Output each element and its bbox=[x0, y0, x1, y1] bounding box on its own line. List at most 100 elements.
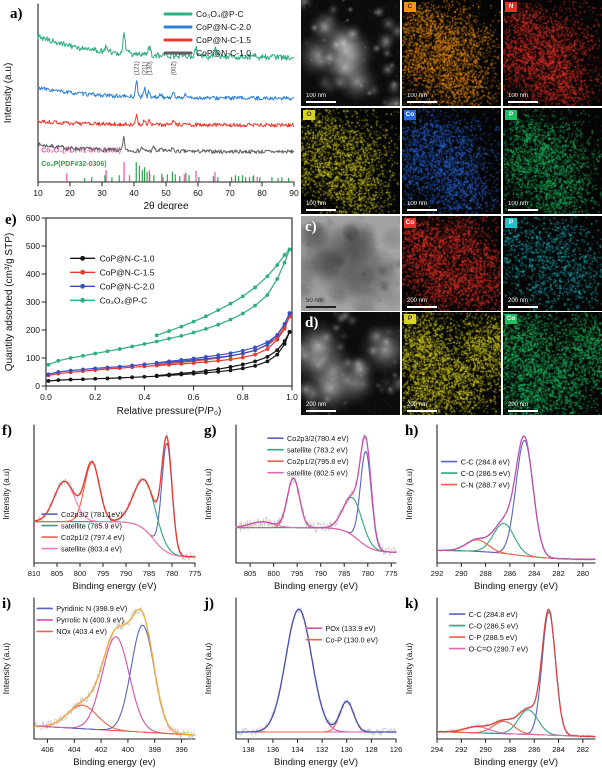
svg-text:805: 805 bbox=[51, 569, 64, 578]
svg-text:(002): (002) bbox=[171, 61, 177, 75]
scale-bar-text: 200 nm bbox=[407, 298, 428, 304]
svg-text:Intensity (a.u): Intensity (a.u) bbox=[3, 63, 14, 124]
svg-text:CoP@N-C-1.5: CoP@N-C-1.5 bbox=[100, 267, 155, 277]
scale-bar: 200 nm bbox=[508, 402, 538, 412]
svg-text:132: 132 bbox=[316, 745, 329, 754]
panel-label-h: h) bbox=[405, 423, 419, 439]
svg-text:C-O (286.5 eV): C-O (286.5 eV) bbox=[469, 621, 518, 630]
panel-label-c: c) bbox=[305, 219, 317, 235]
svg-text:20: 20 bbox=[65, 188, 75, 198]
svg-text:Binding energy (eV): Binding energy (eV) bbox=[274, 757, 358, 768]
svg-text:400: 400 bbox=[26, 269, 40, 279]
svg-text:Intensity (a.u): Intensity (a.u) bbox=[404, 643, 414, 695]
scale-bar: 100 nm bbox=[306, 201, 336, 211]
svg-text:Relative pressure(P/P₀): Relative pressure(P/P₀) bbox=[117, 406, 222, 417]
svg-text:398: 398 bbox=[148, 745, 161, 754]
svg-text:790: 790 bbox=[120, 569, 133, 578]
svg-text:Intensity (a.u): Intensity (a.u) bbox=[404, 468, 414, 520]
svg-text:Intensity (a.u): Intensity (a.u) bbox=[1, 468, 11, 520]
xps-p2p-chart-j: 138 136 134 132 130 128 126 Binding energy (eV)… bbox=[202, 593, 403, 769]
scale-bar-line bbox=[407, 306, 437, 308]
tem-canvas bbox=[301, 312, 400, 415]
scale-bar: 100 nm bbox=[306, 93, 336, 103]
svg-text:290: 290 bbox=[455, 569, 468, 578]
svg-text:Intensity (a.u): Intensity (a.u) bbox=[203, 643, 213, 695]
scale-bar-text: 100 nm bbox=[407, 93, 428, 99]
scale-bar: 100 nm bbox=[407, 201, 437, 211]
svg-text:CoP@N-C-1.5: CoP@N-C-1.5 bbox=[196, 35, 251, 45]
panel-label-d: d) bbox=[305, 315, 319, 331]
svg-text:284: 284 bbox=[552, 745, 565, 754]
svg-text:40: 40 bbox=[129, 188, 139, 198]
svg-text:Co2p1/2(795.8 eV): Co2p1/2(795.8 eV) bbox=[287, 457, 349, 466]
svg-text:Co2p3/2(780.4 eV): Co2p3/2(780.4 eV) bbox=[287, 434, 349, 443]
panel-label-a: a) bbox=[10, 6, 23, 22]
svg-text:70: 70 bbox=[225, 188, 235, 198]
eds-map-O: O 100 nm bbox=[301, 108, 400, 214]
svg-text:126: 126 bbox=[390, 745, 403, 754]
scale-bar: 200 nm bbox=[407, 402, 437, 412]
svg-text:280: 280 bbox=[577, 569, 590, 578]
svg-text:0.0: 0.0 bbox=[40, 392, 52, 402]
svg-text:290: 290 bbox=[479, 745, 492, 754]
svg-text:C-O (286.5 eV): C-O (286.5 eV) bbox=[461, 469, 510, 478]
eds-map-P: P 200 nm bbox=[503, 216, 602, 311]
svg-text:Intensity (a.u): Intensity (a.u) bbox=[203, 468, 213, 520]
eds-map-Co: Co 100 nm bbox=[402, 108, 501, 214]
scale-bar-line bbox=[407, 209, 437, 211]
svg-text:810: 810 bbox=[28, 569, 41, 578]
svg-text:Intensity (a.u): Intensity (a.u) bbox=[1, 643, 11, 695]
svg-text:284: 284 bbox=[528, 569, 541, 578]
eds-map-C: C 100 nm bbox=[402, 0, 501, 106]
panel-label-f: f) bbox=[2, 423, 12, 439]
eds-map-N: N 100 nm bbox=[503, 0, 602, 106]
scale-bar-text: 100 nm bbox=[508, 201, 529, 207]
scale-bar-text: 100 nm bbox=[306, 93, 327, 99]
scale-bar: 50 nm bbox=[306, 298, 336, 308]
tem-canvas bbox=[301, 0, 400, 106]
svg-text:138: 138 bbox=[242, 745, 255, 754]
svg-text:Pyridinic N (398.9 eV): Pyridinic N (398.9 eV) bbox=[56, 604, 127, 613]
scale-bar-line bbox=[306, 410, 336, 412]
scale-bar-line bbox=[306, 306, 336, 308]
scale-bar-text: 50 nm bbox=[306, 298, 323, 304]
isotherm-chart: 0 100 200 300 400 500 600 0.0 0.2 0.4 0.6 0.8 1.0 Rel… bbox=[0, 210, 301, 420]
svg-text:CoP@N-C-1.0: CoP@N-C-1.0 bbox=[100, 253, 155, 263]
tem-image: 50 nm bbox=[301, 216, 400, 311]
svg-text:2θ degree: 2θ degree bbox=[143, 201, 188, 212]
svg-text:292: 292 bbox=[431, 569, 444, 578]
element-badge-Co: Co bbox=[404, 110, 416, 120]
tem-image: 200 nm bbox=[301, 312, 400, 415]
svg-text:282: 282 bbox=[577, 745, 590, 754]
eds-map-P: P 100 nm bbox=[503, 108, 602, 214]
xps-c1s-chart-k: 294 292 290 288 286 284 282 Binding energy (eV)… bbox=[403, 593, 602, 769]
svg-text:0.8: 0.8 bbox=[237, 392, 249, 402]
eds-map-canvas-N bbox=[503, 0, 602, 106]
svg-text:satellite (785.9 eV): satellite (785.9 eV) bbox=[61, 521, 122, 530]
xps-n1s-chart-i: 406 404 402 400 398 396 Binding energy (ev) Int… bbox=[0, 593, 202, 769]
svg-text:Co2p3/2 (781.1eV): Co2p3/2 (781.1eV) bbox=[61, 510, 123, 519]
scale-bar: 100 nm bbox=[407, 93, 437, 103]
svg-text:800: 800 bbox=[74, 569, 87, 578]
eds-map-Co: Co 200 nm bbox=[402, 216, 501, 311]
svg-text:0: 0 bbox=[35, 381, 40, 391]
xps-co2p-chart-g: 805 800 795 790 785 780 775 Binding energy (eV)… bbox=[202, 420, 403, 593]
scale-bar-line bbox=[508, 209, 538, 211]
xps-c1s-chart-h: 292 290 288 286 284 282 280 Binding energy (eV)… bbox=[403, 420, 602, 593]
scale-bar: 200 nm bbox=[306, 402, 336, 412]
svg-text:Co₃O₄@P-C: Co₃O₄@P-C bbox=[196, 9, 244, 19]
element-badge-Co: Co bbox=[404, 218, 416, 228]
svg-text:406: 406 bbox=[41, 745, 54, 754]
svg-text:Co-P (130.0 eV): Co-P (130.0 eV) bbox=[325, 635, 378, 644]
scale-bar-line bbox=[508, 410, 538, 412]
svg-text:288: 288 bbox=[504, 745, 517, 754]
svg-text:200: 200 bbox=[26, 325, 40, 335]
scale-bar-line bbox=[306, 101, 336, 103]
svg-text:Binding energy (eV): Binding energy (eV) bbox=[274, 581, 358, 592]
svg-text:128: 128 bbox=[365, 745, 378, 754]
scale-bar-text: 200 nm bbox=[407, 402, 428, 408]
tem-canvas bbox=[301, 216, 400, 311]
svg-text:60: 60 bbox=[193, 188, 203, 198]
svg-text:790: 790 bbox=[314, 569, 327, 578]
